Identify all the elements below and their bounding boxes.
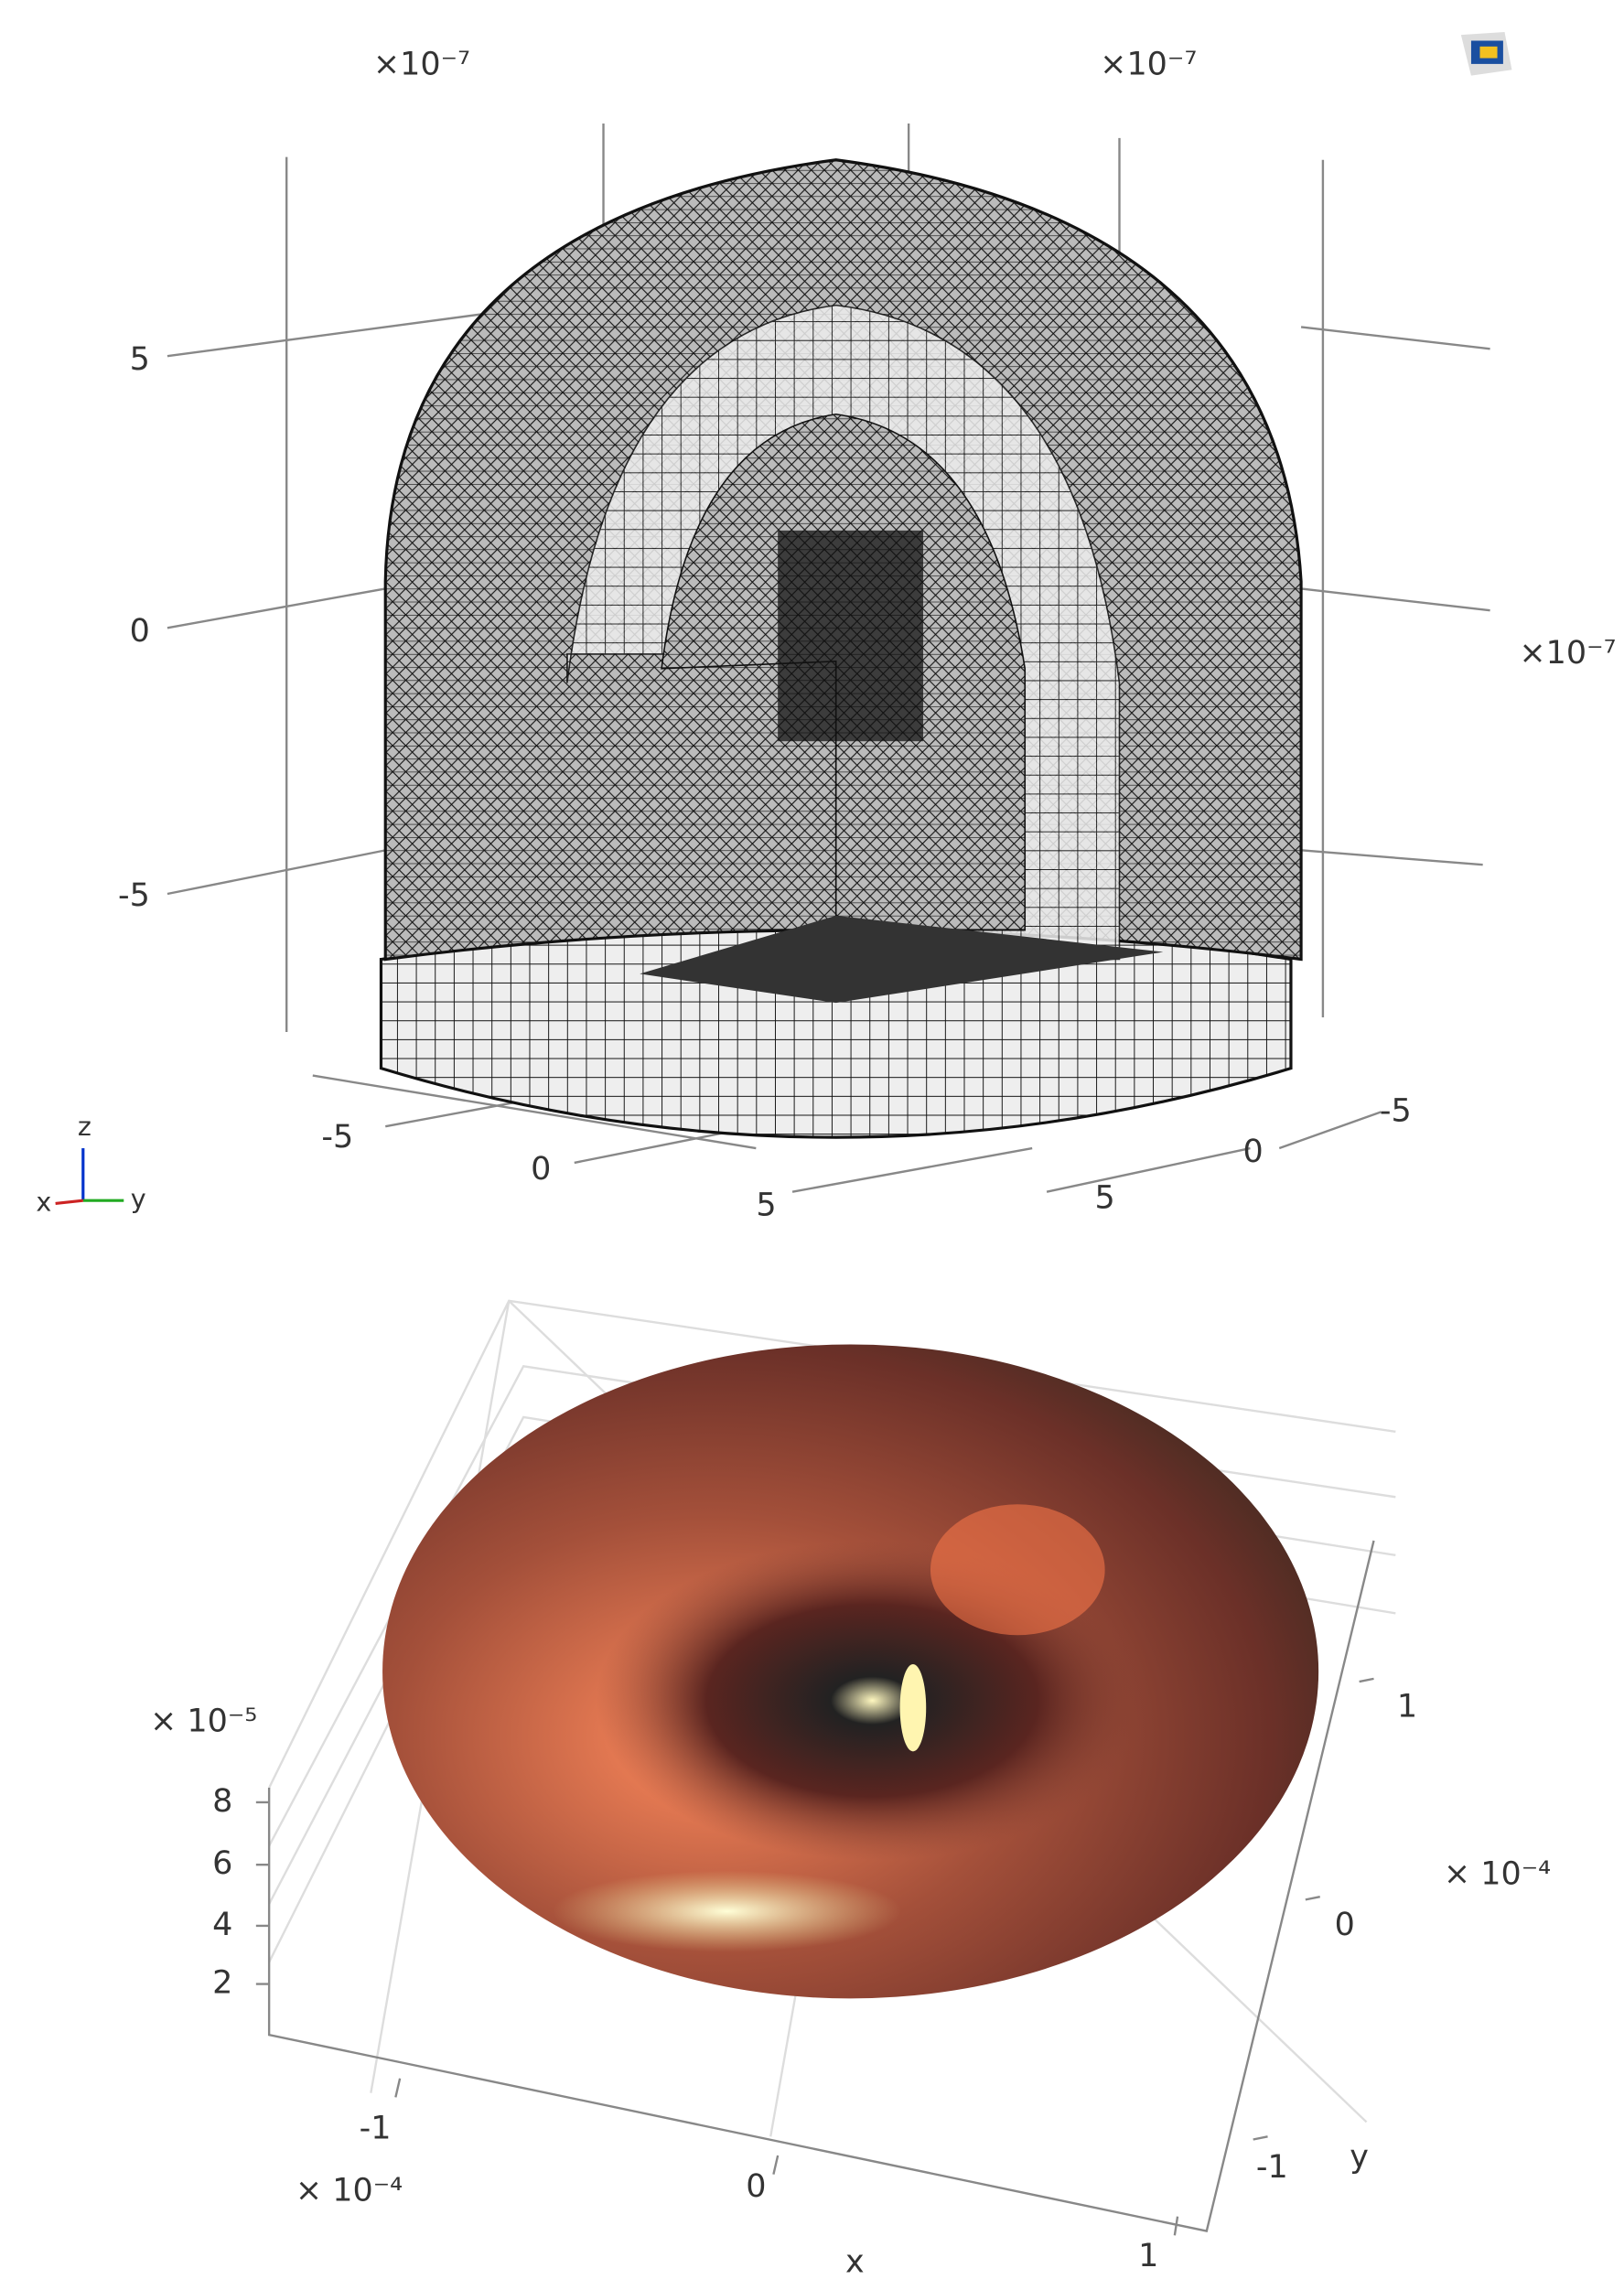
- app-icon: [1461, 32, 1512, 76]
- y-tick-label: -1: [1256, 2149, 1288, 2186]
- y-tick-label: -5: [1380, 1092, 1412, 1129]
- axis-triad: z x y: [36, 1111, 145, 1218]
- x-tick-label: 0: [746, 2168, 766, 2205]
- x-tick-label: 0: [531, 1151, 551, 1188]
- z-exponent-label: × 10⁻⁵: [150, 1704, 257, 1740]
- x-tick-label: -1: [360, 2110, 392, 2146]
- mesh-geometry: [381, 160, 1301, 1137]
- triad-label: y: [131, 1183, 146, 1214]
- z-tick-label: -5: [118, 877, 150, 914]
- y-tick-label: 0: [1335, 1907, 1355, 1943]
- z-tick-label: 8: [212, 1783, 232, 1820]
- y-tick-label: 5: [1094, 1180, 1114, 1217]
- y-tick-label: 0: [1243, 1134, 1264, 1170]
- torus-surface: [382, 1344, 1318, 1998]
- z-tick-label: 6: [212, 1845, 232, 1882]
- z-tick-label: 0: [130, 613, 150, 650]
- exponent-label: ×10⁻⁷: [1519, 635, 1616, 672]
- x-tick-label: -5: [321, 1119, 353, 1156]
- y-axis-label: y: [1350, 2139, 1369, 2176]
- y-tick-label: 1: [1397, 1689, 1417, 1725]
- z-tick-label: 5: [130, 341, 150, 378]
- figure: ×10⁻⁷ ×10⁻⁷ ×10⁻⁷ 5 0 -5 -5 0 5 -5 0 5 z…: [0, 0, 1624, 2279]
- z-tick-label: 2: [212, 1965, 232, 2002]
- x-tick-label: 5: [756, 1188, 776, 1224]
- x-tick-label: 1: [1138, 2238, 1158, 2274]
- refined-region: [778, 531, 923, 741]
- z-tick-label: 4: [212, 1907, 232, 1943]
- triad-label: x: [36, 1186, 51, 1217]
- exponent-label: ×10⁻⁷: [373, 46, 470, 82]
- x-axis-label: x: [845, 2244, 865, 2279]
- y-exponent-label: × 10⁻⁴: [1444, 1855, 1551, 1892]
- x-exponent-label: × 10⁻⁴: [296, 2173, 403, 2209]
- exponent-label: ×10⁻⁷: [1100, 46, 1197, 82]
- triad-label: z: [78, 1111, 91, 1142]
